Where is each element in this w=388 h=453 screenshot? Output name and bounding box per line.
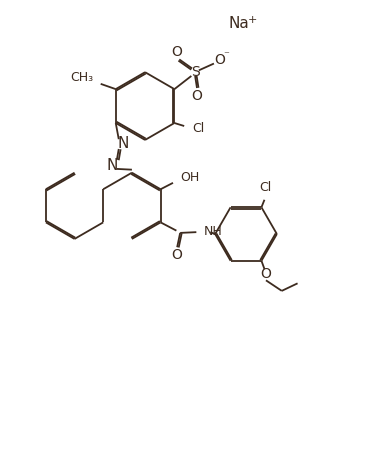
Text: N: N [118, 136, 129, 151]
Text: NH: NH [204, 225, 223, 238]
Text: OH: OH [180, 171, 200, 184]
Text: Cl: Cl [259, 181, 271, 194]
Text: Na: Na [229, 16, 249, 31]
Text: ⁻: ⁻ [223, 50, 229, 60]
Text: O: O [260, 267, 271, 281]
Text: O: O [215, 53, 225, 67]
Text: Cl: Cl [192, 122, 205, 135]
Text: O: O [172, 248, 183, 262]
Text: CH₃: CH₃ [70, 71, 93, 84]
Text: N: N [107, 158, 118, 173]
Text: O: O [192, 88, 203, 102]
Text: +: + [248, 15, 257, 25]
Text: S: S [191, 65, 199, 79]
Text: O: O [171, 45, 182, 59]
